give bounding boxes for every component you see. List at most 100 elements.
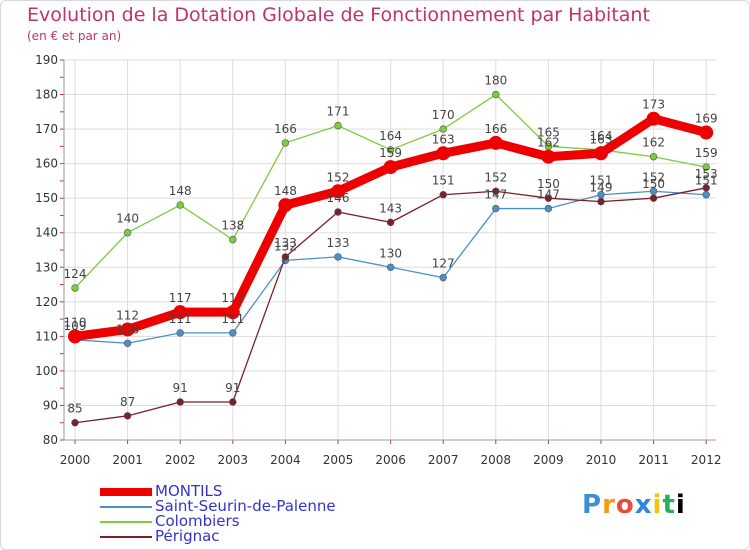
data-label: 151	[695, 174, 718, 188]
data-point	[702, 191, 710, 199]
data-label: 153	[695, 167, 718, 181]
data-point	[492, 187, 500, 195]
data-point	[123, 339, 132, 347]
data-point	[176, 329, 184, 337]
x-tick-label: 2002	[165, 453, 196, 467]
data-label: 87	[120, 395, 135, 409]
y-tick-label: 120	[35, 295, 58, 309]
data-point	[646, 111, 661, 126]
data-point	[229, 329, 237, 337]
data-label: 108	[116, 322, 139, 336]
data-point	[386, 263, 395, 271]
data-label: 173	[642, 98, 665, 112]
data-label: 146	[327, 191, 350, 205]
data-point	[173, 305, 188, 320]
data-point	[649, 153, 658, 161]
data-label: 162	[642, 136, 665, 150]
logo-letter: o	[615, 490, 635, 520]
data-point	[71, 419, 79, 427]
data-label: 132	[274, 239, 297, 253]
data-point	[544, 194, 553, 202]
chart-subtitle: (en € et par an)	[27, 29, 122, 43]
data-label: 130	[379, 246, 402, 260]
data-label: 110	[64, 315, 87, 329]
data-point	[386, 218, 395, 227]
y-tick-label: 130	[35, 260, 58, 274]
data-label: 162	[537, 136, 560, 150]
data-point	[386, 146, 395, 154]
data-label: 148	[274, 184, 297, 198]
data-label: 147	[484, 188, 507, 202]
data-point	[123, 412, 132, 420]
data-label: 166	[484, 122, 507, 136]
data-label: 127	[432, 257, 455, 271]
data-label: 150	[537, 177, 560, 191]
y-tick-label: 150	[35, 191, 58, 205]
data-label: 149	[590, 181, 613, 195]
y-tick-label: 160	[35, 157, 58, 171]
data-label: 147	[537, 188, 560, 202]
data-label: 143	[379, 201, 402, 215]
data-point	[436, 146, 451, 161]
data-label: 133	[327, 236, 350, 250]
x-tick-label: 2007	[428, 453, 459, 467]
data-label: 151	[590, 174, 613, 188]
data-point	[544, 204, 553, 213]
legend-item-colombiers: Colombiers	[100, 514, 336, 529]
plot-area	[64, 60, 716, 440]
y-tick-label: 190	[35, 53, 58, 67]
legend-label-montils: MONTILS	[155, 482, 223, 500]
data-point	[123, 229, 132, 237]
data-label: 109	[64, 319, 87, 333]
logo-letter: i	[652, 490, 663, 520]
logo-letter: i	[675, 490, 686, 520]
x-tick-label: 2004	[270, 453, 301, 467]
data-label: 133	[274, 236, 297, 250]
logo-letter: P	[582, 490, 603, 520]
data-point	[492, 90, 500, 99]
data-label: 159	[379, 146, 402, 160]
data-point	[597, 197, 605, 206]
data-label: 117	[221, 291, 244, 305]
data-point	[334, 121, 342, 130]
data-label: 117	[169, 291, 192, 305]
data-point	[176, 201, 184, 209]
data-point	[439, 273, 447, 282]
data-label: 85	[67, 402, 82, 416]
y-tick-label: 140	[35, 226, 58, 240]
logo-letter: x	[634, 490, 653, 520]
data-point	[334, 208, 342, 216]
y-tick-label: 110	[35, 329, 58, 343]
data-label: 112	[116, 308, 139, 322]
x-tick-label: 2011	[638, 453, 669, 467]
legend-swatch-colombiers	[100, 520, 152, 523]
data-point	[702, 184, 710, 192]
data-label: 111	[169, 312, 192, 326]
data-label: 151	[432, 174, 455, 188]
data-point	[649, 194, 658, 202]
data-label: 164	[379, 129, 402, 143]
x-tick-label: 2009	[533, 453, 564, 467]
legend-label-colombiers: Colombiers	[155, 512, 240, 530]
x-tick-label: 2001	[112, 453, 143, 467]
data-point	[176, 398, 184, 406]
data-point	[439, 191, 447, 199]
data-label: 159	[695, 146, 718, 160]
data-point	[331, 184, 345, 199]
data-point	[488, 135, 503, 150]
x-tick-label: 2000	[60, 453, 91, 467]
y-tick-label: 100	[35, 364, 58, 378]
legend-item-saint-seurin: Saint-Seurin-de-Palenne	[100, 499, 336, 514]
data-label: 169	[695, 112, 718, 126]
legend-label-perignac: Pérignac	[155, 527, 220, 545]
legend-item-perignac: Pérignac	[100, 529, 336, 544]
data-label: 150	[642, 177, 665, 191]
data-point	[71, 284, 79, 292]
data-label: 164	[590, 129, 613, 143]
data-label: 91	[173, 381, 188, 395]
x-tick-label: 2012	[691, 453, 722, 467]
x-tick-label: 2005	[323, 453, 354, 467]
data-point	[541, 149, 556, 164]
data-point	[120, 322, 135, 337]
